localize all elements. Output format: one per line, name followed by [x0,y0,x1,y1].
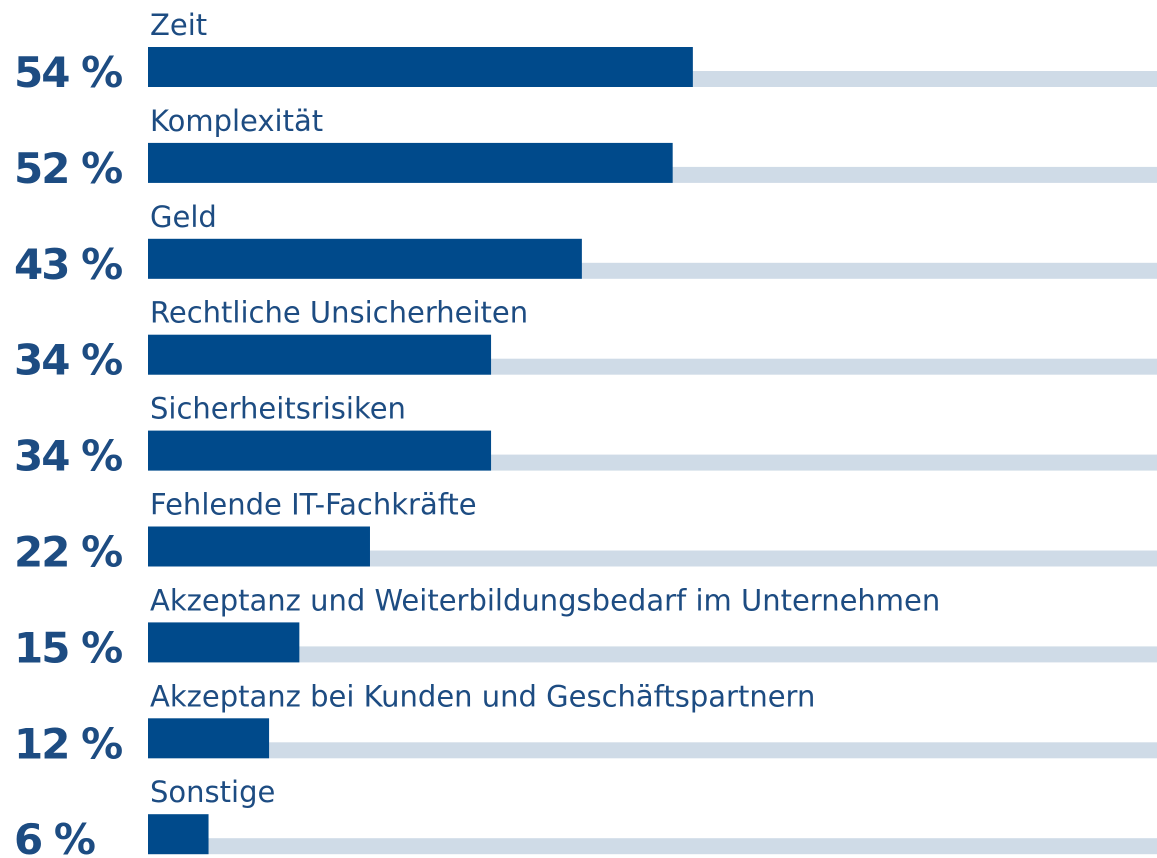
value-label: 22 % [14,528,122,577]
value-label: 52 % [14,144,122,193]
bar [148,526,370,567]
value-label: 6 % [14,815,95,858]
category-label: Sicherheitsrisiken [150,392,406,426]
category-label: Fehlende IT-Fachkräfte [150,488,477,522]
category-label: Rechtliche Unsicherheiten [150,296,528,330]
category-label: Komplexität [150,104,323,138]
value-label: 15 % [14,623,122,672]
bar [148,47,693,87]
value-label: 12 % [14,719,122,768]
bar-track [148,838,1157,855]
bar [148,430,492,471]
bar-track [148,646,1157,663]
category-label: Geld [150,200,217,234]
bar [148,814,209,855]
value-label: 54 % [14,48,122,97]
category-label: Akzeptanz und Weiterbildungsbedarf im Un… [150,583,940,617]
bar [148,622,300,663]
bar [148,718,270,759]
bar [148,142,673,183]
bar-track [148,550,1157,567]
category-label: Zeit [150,8,207,42]
value-label: 43 % [14,240,122,289]
value-label: 34 % [14,432,122,481]
bar [148,238,582,279]
value-label: 34 % [14,336,122,385]
category-label: Sonstige [150,775,275,809]
bar-track [148,742,1157,759]
category-label: Akzeptanz bei Kunden und Geschäftspartne… [150,679,815,713]
bar [148,334,492,375]
